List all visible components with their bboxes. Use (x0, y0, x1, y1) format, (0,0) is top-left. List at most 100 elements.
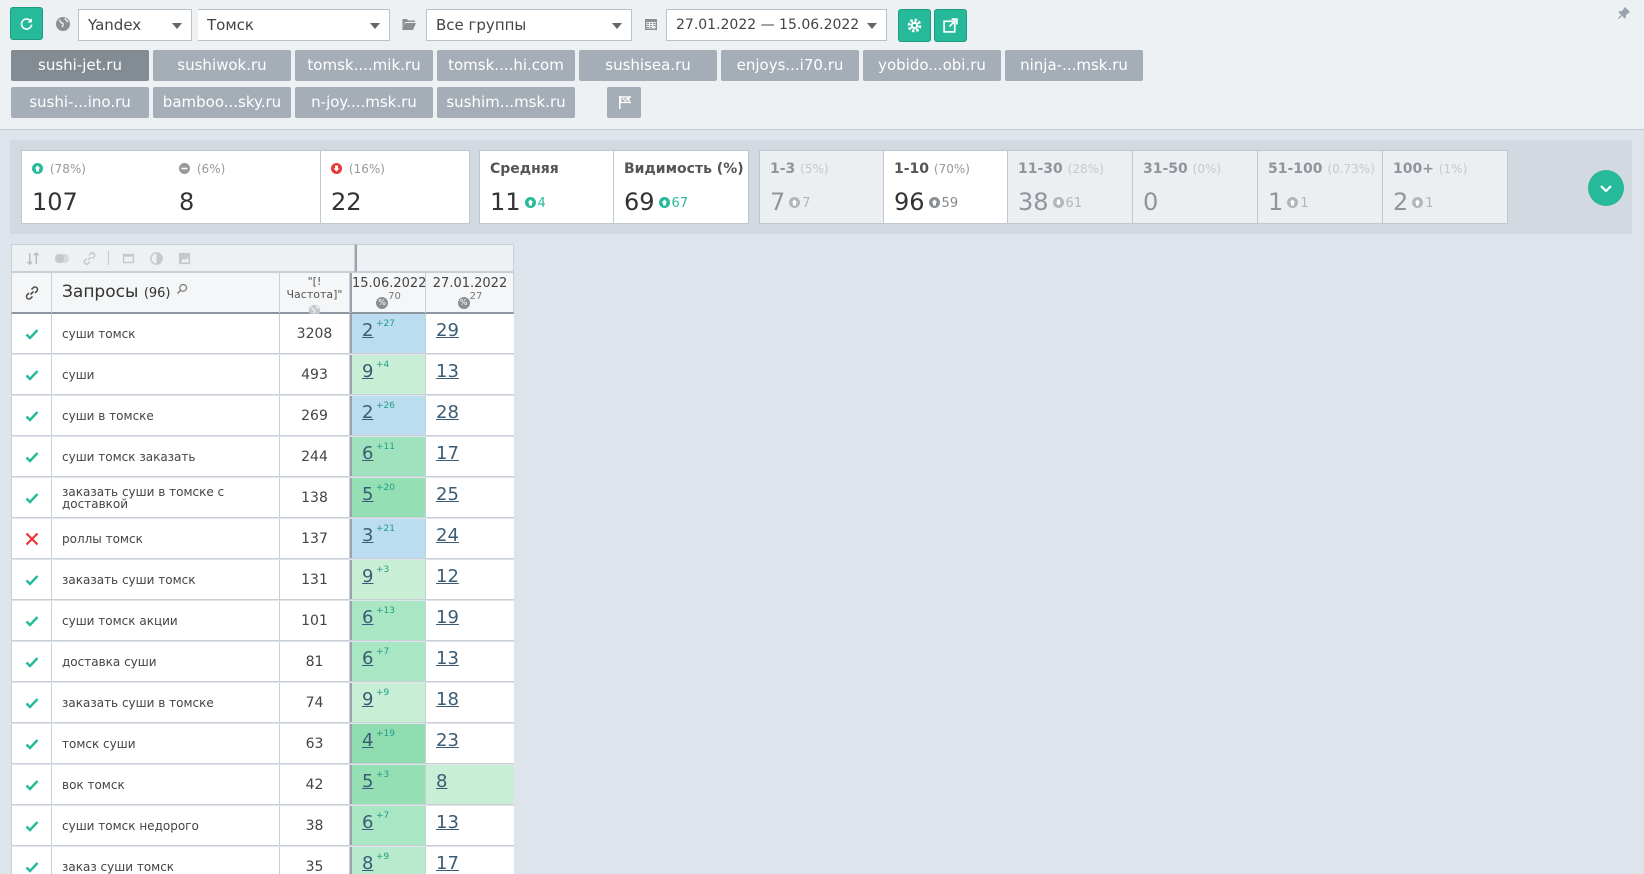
position-current-link[interactable]: 2 (362, 402, 374, 423)
pin-icon[interactable] (1617, 5, 1631, 24)
position-current-link[interactable]: 6 (362, 648, 374, 669)
status-cell[interactable] (12, 519, 52, 558)
table-row[interactable]: заказать суши в томске с доставкой 138 5 +2… (11, 478, 514, 518)
position-previous-link[interactable]: 17 (436, 853, 459, 874)
position-current-link[interactable]: 6 (362, 607, 374, 628)
position-current-link[interactable]: 4 (362, 730, 374, 751)
table-row[interactable]: вок томск 42 5 +3 8 (11, 765, 514, 805)
table-row[interactable]: томск суши 63 4 +19 23 (11, 724, 514, 764)
search-engine-select[interactable]: Yandex (78, 9, 192, 41)
position-previous-link[interactable]: 18 (436, 689, 459, 710)
table-row[interactable]: доставка суши 81 6 +7 13 (11, 642, 514, 682)
column-links[interactable] (12, 273, 52, 313)
table-row[interactable]: суши томск недорого 38 6 +7 13 (11, 806, 514, 846)
stat-range-1-10[interactable]: 1-10 (70%) 96 59 (883, 150, 1008, 224)
position-current-link[interactable]: 9 (362, 566, 374, 587)
position-current-link[interactable]: 6 (362, 812, 374, 833)
stat-range-31-50[interactable]: 31-50 (0%) 0 (1132, 150, 1258, 224)
image-icon[interactable] (175, 249, 193, 267)
site-tab[interactable]: sushim...msk.ru (437, 87, 575, 118)
position-previous-link[interactable]: 25 (436, 484, 459, 505)
stat-up[interactable]: (78%) 107 (21, 150, 179, 224)
status-cell[interactable] (12, 765, 52, 804)
position-current-link[interactable]: 8 (362, 853, 374, 874)
site-tab[interactable]: sushi-jet.ru (11, 50, 149, 81)
refresh-button[interactable] (10, 7, 43, 40)
position-current-link[interactable]: 6 (362, 443, 374, 464)
stat-same[interactable]: (6%) 8 (169, 150, 321, 224)
site-tab[interactable]: sushi-...ino.ru (11, 87, 149, 118)
contrast-icon[interactable] (147, 249, 165, 267)
site-tab[interactable]: enjoys...i70.ru (721, 50, 859, 81)
column-query[interactable]: Запросы (96) (52, 273, 280, 313)
position-current-link[interactable]: 3 (362, 525, 374, 546)
stat-visibility[interactable]: Видимость (%) 69 67 (613, 150, 749, 224)
region-select[interactable]: Томск (198, 9, 390, 41)
position-current-link[interactable]: 9 (362, 361, 374, 382)
table-row[interactable]: заказ суши томск 35 8 +9 17 (11, 847, 514, 874)
toggle-icon[interactable] (52, 249, 70, 267)
search-icon[interactable] (176, 283, 188, 295)
status-cell[interactable] (12, 683, 52, 722)
site-tab[interactable]: bamboo...sky.ru (153, 87, 291, 118)
date-range-select[interactable]: 27.01.2022 — 15.06.2022 (666, 9, 887, 41)
settings-button[interactable] (898, 9, 931, 42)
status-cell[interactable] (12, 560, 52, 599)
site-tab[interactable]: tomsk....mik.ru (295, 50, 433, 81)
stat-down[interactable]: (16%) 22 (320, 150, 470, 224)
status-cell[interactable] (12, 724, 52, 763)
column-frequency[interactable]: "[!Частота]" (280, 273, 350, 317)
status-cell[interactable] (12, 642, 52, 681)
position-previous-link[interactable]: 13 (436, 648, 459, 669)
expand-stats-button[interactable] (1588, 170, 1624, 206)
table-row[interactable]: заказать суши томск 131 9 +3 12 (11, 560, 514, 600)
site-tab[interactable]: tomsk....hi.com (437, 50, 575, 81)
position-previous-link[interactable]: 17 (436, 443, 459, 464)
group-select[interactable]: Все группы (426, 9, 632, 41)
status-cell[interactable] (12, 601, 52, 640)
position-previous-link[interactable]: 8 (436, 771, 448, 792)
position-previous-link[interactable]: 19 (436, 607, 459, 628)
status-cell[interactable] (12, 437, 52, 476)
status-cell[interactable] (12, 314, 52, 353)
sort-icon[interactable] (24, 249, 42, 267)
site-tab[interactable]: sushisea.ru (579, 50, 717, 81)
status-cell[interactable] (12, 806, 52, 845)
status-cell[interactable] (12, 478, 52, 517)
position-current-link[interactable]: 5 (362, 484, 374, 505)
table-row[interactable]: суши в томске 269 2 +26 28 (11, 396, 514, 436)
column-date-previous[interactable]: 27.01.2022 %27 (426, 273, 514, 313)
position-current-link[interactable]: 5 (362, 771, 374, 792)
table-row[interactable]: суши томск заказать 244 6 +11 17 (11, 437, 514, 477)
window-icon[interactable] (119, 249, 137, 267)
table-row[interactable]: суши томск акции 101 6 +13 19 (11, 601, 514, 641)
site-tab[interactable]: ninja-...msk.ru (1005, 50, 1143, 81)
table-row[interactable]: суши 493 9 +4 13 (11, 355, 514, 395)
table-row[interactable]: роллы томск 137 3 +21 24 (11, 519, 514, 559)
position-previous-link[interactable]: 13 (436, 361, 459, 382)
position-previous-link[interactable]: 12 (436, 566, 459, 587)
position-previous-link[interactable]: 29 (436, 320, 459, 341)
status-cell[interactable] (12, 396, 52, 435)
status-cell[interactable] (12, 847, 52, 874)
position-previous-link[interactable]: 24 (436, 525, 459, 546)
position-current-link[interactable]: 2 (362, 320, 374, 341)
position-previous-link[interactable]: 23 (436, 730, 459, 751)
status-cell[interactable] (12, 355, 52, 394)
table-row[interactable]: заказать суши в томске 74 9 +9 18 (11, 683, 514, 723)
position-previous-link[interactable]: 28 (436, 402, 459, 423)
link-icon[interactable] (80, 249, 98, 267)
site-tab[interactable]: n-joy....msk.ru (295, 87, 433, 118)
table-row[interactable]: суши томск 3208 2 +27 29 (11, 314, 514, 354)
stat-average[interactable]: Средняя 11 4 (479, 150, 615, 224)
site-tab[interactable]: sushiwok.ru (153, 50, 291, 81)
site-tab[interactable]: yobido...obi.ru (863, 50, 1001, 81)
position-previous-link[interactable]: 13 (436, 812, 459, 833)
export-button[interactable] (934, 9, 967, 42)
position-current-link[interactable]: 9 (362, 689, 374, 710)
add-site-button[interactable] (607, 87, 641, 118)
stat-range-11-30[interactable]: 11-30 (28%) 38 61 (1007, 150, 1133, 224)
